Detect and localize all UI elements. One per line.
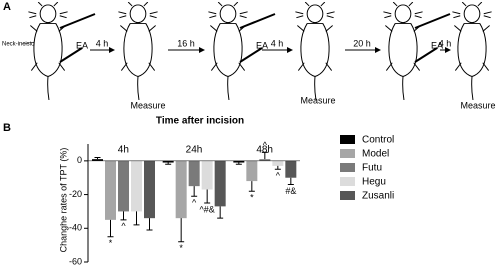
error-bar (191, 186, 198, 197)
bar (188, 160, 200, 187)
panel-label: A (3, 1, 11, 13)
significance-marker: ^#& (200, 204, 215, 214)
legend-swatch (340, 149, 355, 158)
ea-label: EA (256, 40, 268, 50)
bar (175, 160, 187, 219)
bar (214, 160, 226, 207)
rat (295, 2, 335, 100)
y-tick-label: -60 (69, 256, 82, 266)
rat (383, 2, 423, 100)
significance-marker: ^ (192, 198, 197, 208)
needles (59, 13, 451, 63)
bar (201, 160, 213, 190)
error-bar (235, 162, 242, 165)
ea-label: EA (76, 40, 88, 50)
category-label: 24h (186, 145, 203, 156)
rat (452, 2, 492, 100)
error-bar (146, 218, 153, 231)
bar (259, 159, 271, 161)
rat (208, 2, 248, 100)
legend-label: Model (362, 149, 389, 160)
panel-label: B (3, 122, 11, 134)
y-tick-label: 0 (77, 155, 82, 165)
error-bar (274, 165, 281, 170)
legend-swatch (340, 163, 355, 172)
legend-label: Control (362, 135, 394, 146)
error-bar (133, 211, 140, 226)
error-bar (178, 218, 185, 243)
legend-label: Futu (362, 163, 382, 174)
interval: 4 h (96, 38, 109, 48)
legend-swatch (340, 191, 355, 200)
bar (246, 160, 258, 182)
significance-marker: ^ (276, 171, 281, 181)
bar (92, 159, 103, 161)
error-bar (287, 177, 294, 185)
error-bar (204, 189, 211, 204)
interval: 4 h (439, 38, 452, 48)
bar (285, 160, 297, 178)
rat (118, 2, 158, 100)
legend-swatch (340, 177, 355, 186)
error-bar (217, 206, 224, 219)
error-bar (94, 156, 101, 160)
category-label: 4h (118, 145, 129, 156)
legend-label: Zusanli (362, 191, 394, 202)
measure-label: Measure (460, 100, 495, 110)
significance-marker: #& (285, 186, 296, 196)
error-bar (120, 211, 127, 221)
interval: 20 h (353, 38, 371, 48)
legend-label: Hegu (362, 177, 386, 188)
pointer (21, 41, 36, 45)
interval: 16 h (177, 38, 195, 48)
significance-marker: * (179, 243, 183, 253)
significance-marker: ^ (263, 140, 268, 150)
measure-label: Measure (300, 95, 335, 105)
bar (162, 160, 174, 163)
y-axis-label: Changhe rates of TPT (%) (58, 148, 68, 253)
error-bar (107, 219, 114, 238)
rat (28, 2, 68, 100)
bar (105, 160, 116, 220)
bar (272, 160, 284, 166)
measure-label: Measure (130, 100, 165, 110)
y-tick-label: -40 (69, 223, 82, 233)
significance-marker: * (250, 193, 254, 203)
ea-label: EA (431, 40, 443, 50)
bar (233, 160, 245, 163)
neck-label: Neck-incision (2, 42, 38, 48)
category-label: 48h (256, 145, 273, 156)
bar (118, 160, 129, 212)
bar (144, 160, 155, 219)
error-bar (248, 181, 255, 192)
y-tick-label: -20 (69, 189, 82, 199)
significance-marker: ^ (121, 221, 126, 231)
bar (131, 160, 142, 212)
legend-swatch (340, 135, 355, 144)
chart-title: Time after incision (156, 116, 244, 127)
interval: 4 h (271, 38, 284, 48)
error-bar (165, 162, 172, 165)
significance-marker: * (109, 238, 113, 248)
error-bar (261, 151, 268, 160)
